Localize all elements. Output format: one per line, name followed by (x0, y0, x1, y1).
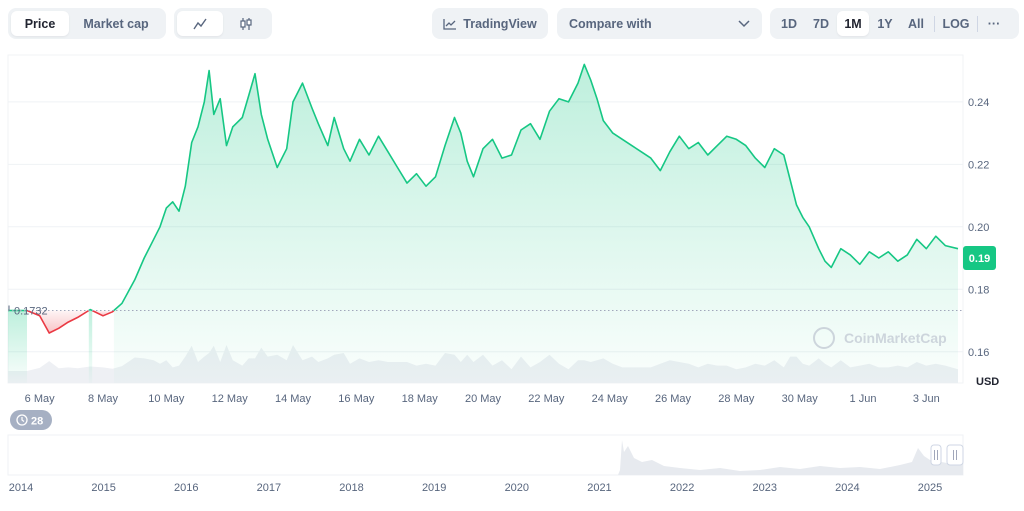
navigator-year-label: 2022 (670, 482, 694, 494)
chart-toolbar: Price Market cap TradingView Compare wit… (0, 8, 1024, 39)
x-tick-label: 16 May (338, 393, 375, 405)
tab-price[interactable]: Price (11, 11, 69, 36)
y-tick-label: 0.16 (968, 347, 989, 359)
navigator: 2014 2015 2016 2017 2018 2019 2020 2021 2022 2023… (7, 434, 964, 494)
navigator-year-label: 2023 (752, 482, 776, 494)
log-scale-button[interactable]: LOG (942, 16, 970, 31)
price-line-up (113, 63, 959, 312)
x-tick-label: 20 May (465, 393, 502, 405)
price-area-up (88, 309, 93, 383)
event-badge[interactable]: 28 (10, 410, 52, 430)
compare-label: Compare with (569, 16, 652, 31)
navigator-handle[interactable] (930, 444, 942, 466)
price-area-down (92, 310, 114, 316)
range-divider-2 (977, 15, 978, 32)
navigator-year-label: 2020 (505, 482, 529, 494)
tab-market-cap[interactable]: Market cap (83, 16, 149, 31)
x-tick-label: 3 Jun (913, 393, 940, 405)
metric-switch: Price Market cap (8, 8, 166, 39)
navigator-year-label: 2018 (339, 482, 363, 494)
navigator-frame (7, 434, 964, 476)
navigator-year-label: 2015 (91, 482, 115, 494)
line-chart-icon (193, 18, 207, 29)
range-all[interactable]: All (908, 16, 924, 31)
navigator-year-label: 2017 (257, 482, 281, 494)
x-tick-label: 24 May (592, 393, 629, 405)
navigator-year-label: 2021 (587, 482, 611, 494)
x-axis: 6 May 8 May 10 May 12 May 14 May 16 May 18 May… (25, 393, 940, 405)
price-line-down (26, 309, 90, 334)
y-tick-label: 0.20 (968, 222, 989, 234)
y-axis: 0.16 0.18 0.20 0.22 0.24 (968, 97, 989, 359)
chevron-down-icon (738, 19, 750, 27)
current-price-badge (963, 246, 996, 271)
navigator-year-label: 2025 (918, 482, 942, 494)
x-tick-label: 28 May (718, 393, 755, 405)
watermark: CoinMarketCap (813, 327, 947, 349)
y-tick-label: 0.18 (968, 284, 989, 296)
watermark-text: CoinMarketCap (844, 330, 947, 346)
candlestick-button[interactable] (223, 11, 269, 36)
x-tick-label: 8 May (88, 393, 118, 405)
range-7d[interactable]: 7D (813, 16, 829, 31)
tradingview-icon (443, 18, 457, 30)
compare-dropdown[interactable]: Compare with (557, 8, 762, 39)
y-tick-label: 0.24 (968, 97, 989, 109)
x-tick-label: 1 Jun (850, 393, 877, 405)
price-line-group (8, 63, 959, 334)
range-divider (934, 15, 935, 32)
x-tick-label: 18 May (402, 393, 439, 405)
x-tick-label: 12 May (212, 393, 249, 405)
navigator-year-label: 2019 (422, 482, 446, 494)
navigator-area (618, 440, 963, 475)
more-options-button[interactable]: ··· (987, 16, 1001, 31)
coinmarketcap-logo-icon (813, 327, 835, 349)
current-price-label: 0.19 (969, 253, 990, 265)
baseline-group: 0.1732 (8, 305, 963, 318)
price-area-up (8, 310, 27, 383)
x-tick-label: 10 May (148, 393, 185, 405)
x-tick-label: 22 May (528, 393, 565, 405)
navigator-year-label: 2024 (835, 482, 859, 494)
navigator-year-label: 2016 (174, 482, 198, 494)
y-tick-label: 0.22 (968, 159, 989, 171)
tradingview-button[interactable]: TradingView (432, 8, 548, 39)
navigator-history-area (618, 440, 963, 475)
history-icon (16, 414, 28, 426)
navigator-handle-right[interactable] (946, 444, 964, 466)
baseline-label: 0.1732 (14, 306, 48, 318)
x-tick-label: 26 May (655, 393, 692, 405)
line-chart-button[interactable] (177, 11, 223, 36)
x-tick-label: 30 May (782, 393, 819, 405)
range-1d[interactable]: 1D (781, 16, 797, 31)
x-tick-label: 6 May (25, 393, 55, 405)
candlestick-icon (240, 17, 252, 30)
navigator-year-label: 2014 (9, 482, 33, 494)
current-price-tag: 0.19 (963, 246, 996, 271)
range-1y[interactable]: 1Y (877, 16, 893, 31)
x-tick-label: 14 May (275, 393, 312, 405)
event-badge-count: 28 (31, 416, 43, 428)
currency-label: USD (976, 376, 999, 388)
range-1m[interactable]: 1M (837, 11, 869, 36)
tradingview-label: TradingView (463, 16, 537, 31)
price-line-down (91, 309, 115, 317)
navigator-year-labels: 2014 2015 2016 2017 2018 2019 2020 2021 2022 2023… (9, 482, 942, 494)
price-area (8, 64, 958, 384)
price-area-up (113, 64, 958, 384)
price-area-down (27, 310, 89, 333)
history-icon-hands (21, 417, 25, 422)
chart-type-switch (174, 8, 272, 39)
range-switch: 1D 7D 1M 1Y All LOG ··· (770, 8, 1019, 39)
